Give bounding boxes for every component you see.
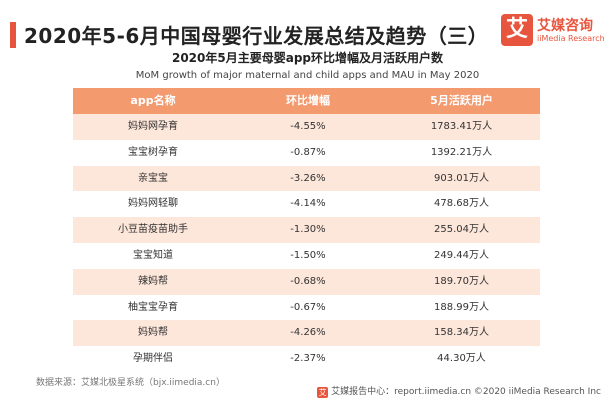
report-center-icon: 艾 — [317, 387, 329, 398]
table-row: 妈妈网孕育 -4.55% 1783.41万人 — [73, 114, 540, 140]
iimedia-logo: 艾 艾媒咨询 iiMedia Research — [501, 14, 605, 48]
logo-badge-icon: 艾 — [501, 14, 533, 46]
footer: 艾艾媒报告中心：report.iimedia.cn ©2020 iiMedia … — [317, 384, 601, 398]
table-row: 宝宝知道 -1.50% 249.44万人 — [73, 242, 540, 269]
cell-app-name: 妈妈网孕育 — [128, 121, 178, 132]
header-may-mau: 5月活跃用户 — [430, 94, 493, 107]
table-title-cn: 2020年5月主要母婴app环比增幅及月活跃用户数 — [171, 51, 444, 65]
table-body: 妈妈网孕育 -4.55% 1783.41万人宝宝树孕育 -0.87% 1392.21万人… — [73, 114, 540, 372]
app-growth-table: app名称 环比增幅 5月活跃用户 妈妈网孕育 -4.55% 1783.41万人宝宝… — [73, 88, 540, 372]
cell-mom-growth: -1.30% — [290, 224, 326, 236]
table-row: 妈妈帮 -4.26% 158.34万人 — [73, 320, 540, 347]
cell-mau: 249.44万人 — [434, 249, 489, 261]
cell-mau: 1783.41万人 — [430, 121, 493, 132]
table-row: 亲宝宝 -3.26% 903.01万人 — [73, 165, 540, 192]
cell-mau: 478.68万人 — [434, 198, 489, 210]
title-accent-bar — [10, 22, 16, 48]
cell-app-name: 孕期伴侣 — [133, 353, 173, 365]
cell-mau: 255.04万人 — [434, 224, 489, 236]
cell-mom-growth: -0.67% — [290, 301, 326, 313]
cell-mom-growth: -2.37% — [290, 353, 326, 365]
table-row: 宝宝树孕育 -0.87% 1392.21万人 — [73, 139, 540, 166]
table-title-en: MoM growth of major maternal and child a… — [135, 70, 480, 81]
cell-mom-growth: -4.14% — [290, 198, 326, 210]
cell-app-name: 妈妈帮 — [138, 327, 168, 339]
header-app-name: app名称 — [130, 94, 176, 107]
page-title: 2020年5-6月中国母婴行业发展总结及趋势（三） — [24, 24, 489, 48]
cell-app-name: 妈妈网轻聊 — [128, 198, 178, 210]
cell-app-name: 宝宝知道 — [133, 249, 173, 261]
cell-mom-growth: -1.50% — [290, 249, 326, 261]
footer-text: 艾媒报告中心：report.iimedia.cn ©2020 iiMedia R… — [331, 387, 601, 397]
table-row: 妈妈网轻聊 -4.14% 478.68万人 — [73, 191, 540, 218]
table-header-row: app名称 环比增幅 5月活跃用户 — [73, 88, 540, 114]
data-source-note: 数据来源：艾媒北极星系统（bjx.iimedia.cn） — [36, 378, 225, 388]
cell-app-name: 宝宝树孕育 — [128, 146, 178, 158]
cell-mom-growth: -4.26% — [290, 327, 326, 339]
table-row: 孕期伴侣 -2.37% 44.30万人 — [73, 346, 540, 372]
cell-mau: 189.70万人 — [434, 275, 489, 287]
cell-app-name: 柚宝宝孕育 — [128, 301, 178, 313]
cell-mau: 1392.21万人 — [430, 146, 493, 158]
cell-app-name: 小豆苗疫苗助手 — [118, 224, 188, 236]
logo-name: 艾媒咨询 — [537, 18, 593, 34]
cell-mau: 188.99万人 — [434, 301, 489, 313]
cell-mom-growth: -0.68% — [290, 275, 326, 287]
cell-mau: 903.01万人 — [434, 172, 489, 184]
header-mom-growth: 环比增幅 — [286, 94, 330, 107]
cell-mom-growth: -0.87% — [290, 146, 326, 158]
cell-mau: 158.34万人 — [434, 327, 489, 339]
logo-subtitle: iiMedia Research — [537, 34, 605, 43]
table-row: 小豆苗疫苗助手 -1.30% 255.04万人 — [73, 217, 540, 243]
cell-mom-growth: -4.55% — [290, 121, 326, 132]
cell-app-name: 亲宝宝 — [138, 172, 168, 184]
table-row: 辣妈帮 -0.68% 189.70万人 — [73, 268, 540, 295]
cell-mom-growth: -3.26% — [290, 172, 326, 184]
table-row: 柚宝宝孕育 -0.67% 188.99万人 — [73, 294, 540, 321]
cell-mau: 44.30万人 — [437, 353, 486, 365]
cell-app-name: 辣妈帮 — [138, 275, 168, 287]
